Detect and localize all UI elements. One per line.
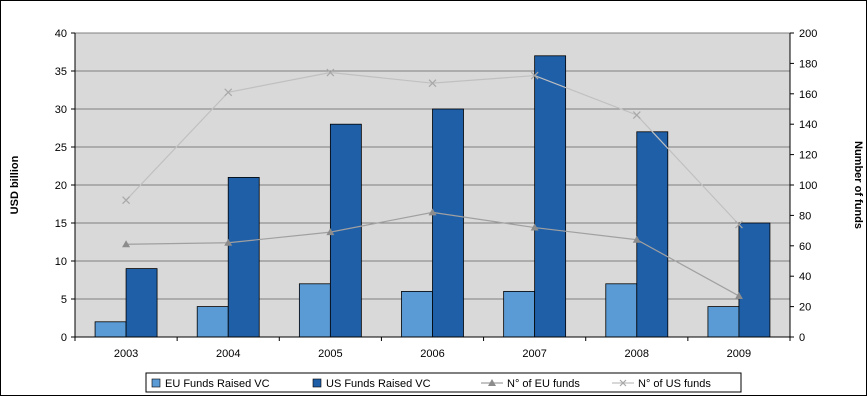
x-tick-label: 2006 [420, 348, 444, 360]
bar [95, 322, 126, 337]
bar [197, 307, 228, 337]
bar [126, 269, 157, 337]
swatch-box [152, 379, 160, 387]
y2-tick-label: 100 [799, 180, 817, 192]
legend-label: US Funds Raised VC [326, 378, 431, 390]
x-tick-label: 2007 [522, 348, 546, 360]
legend-label: EU Funds Raised VC [165, 378, 270, 390]
y-axis-title: USD billion [9, 155, 21, 214]
y2-axis-title: Number of funds [852, 141, 864, 229]
y-tick-label: 35 [55, 66, 67, 78]
legend-label: N° of EU funds [507, 378, 580, 390]
bar [504, 291, 535, 337]
bar [739, 223, 770, 337]
bar [330, 124, 361, 337]
bar [708, 307, 739, 337]
x-tick-label: 2003 [114, 348, 138, 360]
swatch-box [313, 379, 321, 387]
legend: EU Funds Raised VC US Funds Raised VC N° o… [146, 373, 741, 392]
bar [535, 56, 566, 337]
y-tick-label: 15 [55, 218, 67, 230]
y-tick-label: 40 [55, 28, 67, 40]
y2-tick-label: 180 [799, 58, 817, 70]
bar [433, 109, 464, 337]
legend-swatch [152, 379, 160, 387]
x-tick-label: 2005 [318, 348, 342, 360]
y2-tick-label: 80 [799, 210, 811, 222]
x-tick-label: 2004 [216, 348, 240, 360]
y2-tick-label: 160 [799, 89, 817, 101]
bar [637, 132, 668, 337]
y-tick-label: 20 [55, 180, 67, 192]
y-tick-label: 30 [55, 104, 67, 116]
x-tick-label: 2009 [727, 348, 751, 360]
y-tick-label: 0 [61, 332, 67, 344]
legend-label: N° of US funds [638, 378, 711, 390]
y2-tick-label: 0 [799, 332, 805, 344]
y-tick-label: 10 [55, 256, 67, 268]
y2-tick-label: 140 [799, 119, 817, 131]
legend-swatch [313, 379, 321, 387]
bar [299, 284, 330, 337]
y2-tick-label: 20 [799, 302, 811, 314]
y2-tick-label: 200 [799, 28, 817, 40]
y2-tick-label: 120 [799, 150, 817, 162]
x-tick-label: 2008 [625, 348, 649, 360]
bar [228, 177, 259, 337]
bar [402, 291, 433, 337]
y-tick-label: 25 [55, 142, 67, 154]
bar [606, 284, 637, 337]
y-tick-label: 5 [61, 294, 67, 306]
y2-tick-label: 40 [799, 271, 811, 283]
y2-tick-label: 60 [799, 241, 811, 253]
